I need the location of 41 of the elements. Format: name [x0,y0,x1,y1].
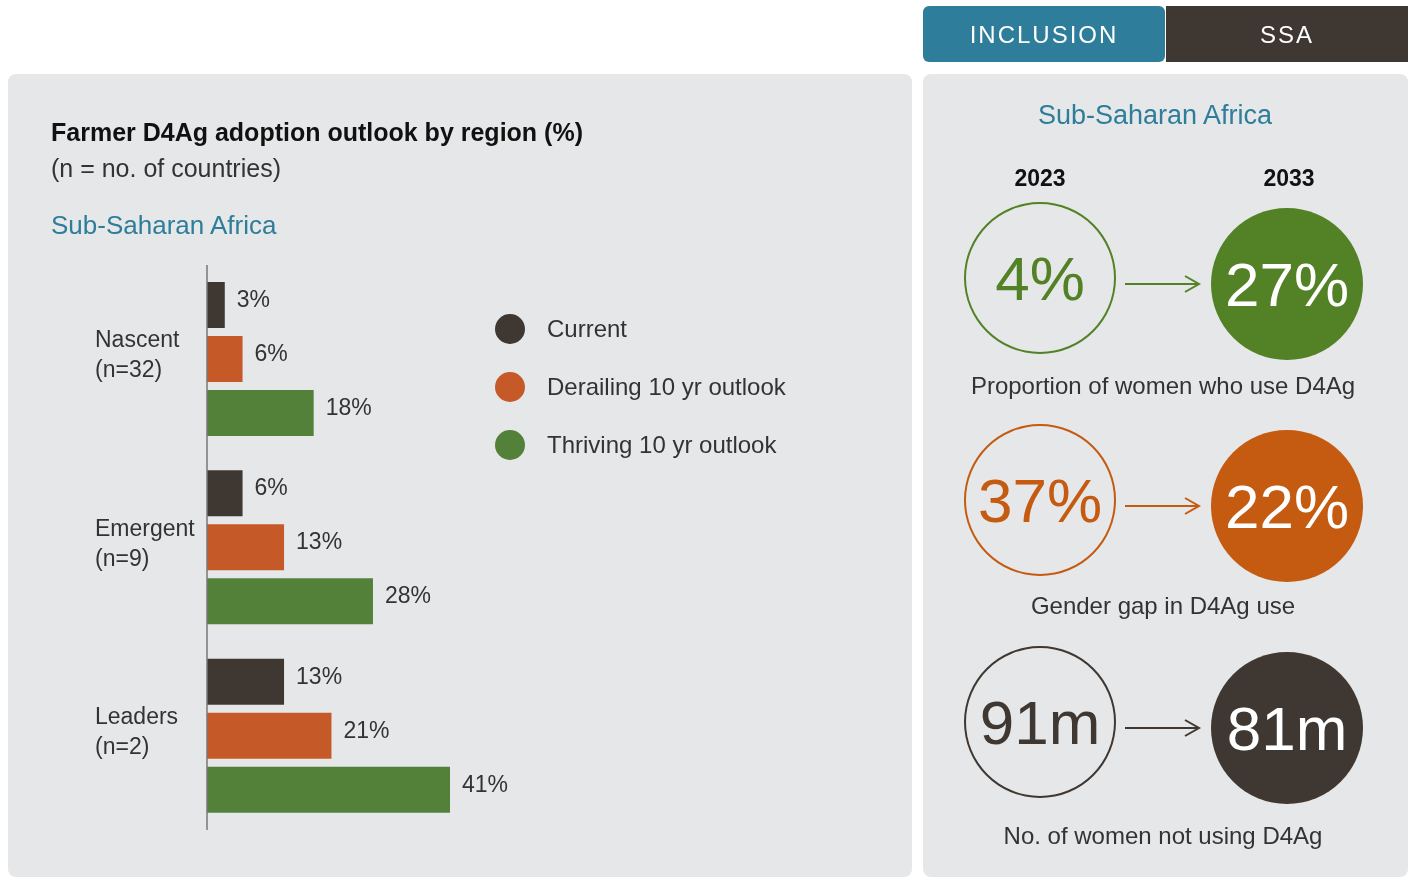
bar [207,524,285,571]
series-label: 2023 [1014,165,1066,191]
bar [207,712,332,759]
bar [207,336,243,382]
text: Sub-Saharan Africa [51,210,277,241]
data-label: 41% [462,770,509,797]
category-label: Proportion of women who use D4Ag [970,372,1356,399]
data-label: 21% [343,716,390,743]
text: Sub-Saharan Africa [1037,100,1274,130]
data-label: 13% [296,528,343,555]
y-tick-label: Leaders (n=2) [95,702,179,759]
bar [207,282,225,328]
data-label: 6% [254,474,288,501]
bar [207,766,450,813]
data-label: 4% [995,244,1085,313]
data-label: 28% [384,582,431,609]
text: INCLUSION [969,21,1119,48]
bar [207,470,243,517]
y-tick-label: Emergent (n=9) [95,514,196,571]
y-tick-label: Nascent (n=32) [95,326,180,383]
legend-label: Thriving 10 yr outlook [547,431,777,459]
data-label: 18% [325,394,372,421]
chart-title: Farmer D4Ag adoption outlook by region (%) [51,118,583,147]
legend-label: Derailing 10 yr outlook [547,373,786,401]
data-label: 22% [1224,472,1350,541]
legend-label: Current [547,315,628,343]
text: SSA [1259,21,1315,48]
category-label: No. of women not using D4Ag [1003,822,1323,849]
category-label: Gender gap in D4Ag use [1030,592,1296,619]
data-label: 37% [977,466,1103,535]
data-label: 91m [979,688,1101,757]
data-label: 81m [1226,694,1348,763]
chart-subtitle: (n = no. of countries) [51,154,281,183]
data-label: 27% [1224,250,1350,319]
bar [207,390,314,436]
bar [207,578,373,625]
bar [207,658,285,705]
data-label: 13% [296,662,343,689]
series-label: 2033 [1263,165,1315,191]
data-label: 6% [254,340,288,367]
data-label: 3% [236,286,271,313]
